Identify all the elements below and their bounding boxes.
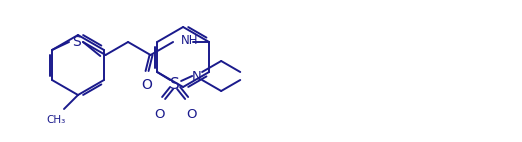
Text: N: N — [192, 69, 202, 83]
Text: S: S — [170, 77, 180, 91]
Text: O: O — [154, 108, 164, 121]
Text: NH: NH — [181, 34, 198, 46]
Text: O: O — [186, 108, 196, 121]
Text: O: O — [141, 78, 152, 92]
Text: CH₃: CH₃ — [46, 115, 66, 125]
Text: S: S — [72, 35, 80, 49]
